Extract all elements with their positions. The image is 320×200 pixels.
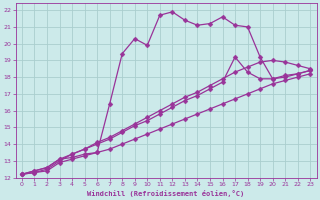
X-axis label: Windchill (Refroidissement éolien,°C): Windchill (Refroidissement éolien,°C) (87, 190, 245, 197)
